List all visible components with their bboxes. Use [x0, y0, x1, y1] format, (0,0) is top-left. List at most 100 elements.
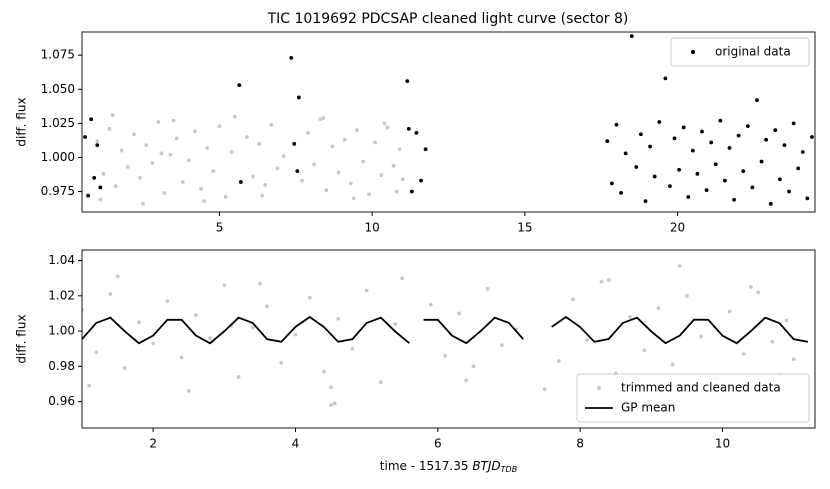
data-point [499, 343, 504, 348]
data-point [391, 163, 396, 168]
data-point [322, 369, 326, 374]
data-point [648, 144, 652, 149]
y-tick-label: 1.025 [41, 116, 75, 130]
data-point [229, 150, 234, 154]
data-point [787, 189, 791, 194]
data-point [279, 360, 284, 365]
data-point [260, 193, 265, 198]
data-point [394, 189, 399, 194]
x-tick-label: 6 [434, 437, 442, 451]
data-point [791, 121, 796, 126]
data-point [677, 263, 682, 268]
data-point [292, 141, 297, 146]
legend-label: original data [715, 45, 791, 59]
data-point [83, 135, 87, 139]
legend-marker [597, 386, 601, 390]
data-point [791, 357, 796, 362]
data-point [95, 139, 100, 143]
data-point [741, 352, 746, 356]
data-point [414, 131, 419, 135]
data-point [542, 387, 547, 392]
data-point [782, 143, 787, 148]
y-tick-label: 1.00 [48, 324, 75, 338]
data-point [307, 295, 312, 300]
x-label-sub: TDB [501, 465, 518, 474]
data-point [364, 288, 369, 293]
data-point [723, 178, 727, 183]
data-point [784, 318, 789, 323]
data-point [732, 197, 736, 202]
data-point [238, 180, 243, 184]
data-point [704, 188, 709, 193]
data-point [193, 313, 198, 318]
data-point [250, 325, 255, 330]
data-point [629, 34, 634, 38]
data-point [677, 167, 681, 172]
data-point [686, 195, 691, 199]
x-tick-label: 2 [149, 437, 157, 451]
data-point [217, 124, 222, 128]
x-label-text: time - 1517.35 [380, 459, 473, 473]
data-point [672, 136, 677, 141]
data-point [321, 116, 326, 120]
data-point [186, 158, 191, 163]
data-point [718, 118, 723, 123]
data-point [690, 148, 695, 153]
data-point [171, 118, 176, 123]
data-point [265, 304, 269, 309]
data-point [179, 355, 184, 360]
y-tick-label: 1.000 [41, 150, 75, 164]
data-point [393, 322, 398, 326]
data-point [354, 128, 359, 133]
data-point [205, 146, 210, 150]
data-point [773, 128, 778, 133]
data-point [385, 125, 390, 130]
data-point [295, 169, 300, 173]
data-point [764, 137, 769, 142]
data-point [695, 171, 700, 176]
x-tick-label: 5 [216, 221, 224, 235]
data-point [628, 315, 632, 319]
data-point [329, 385, 333, 390]
data-point [144, 143, 149, 148]
plot-area [82, 263, 809, 407]
data-point [245, 135, 249, 139]
data-point [367, 192, 371, 197]
data-point [755, 98, 759, 103]
data-point [199, 186, 204, 191]
data-point [351, 196, 356, 201]
data-point [727, 146, 732, 150]
data-point [193, 129, 197, 134]
y-tick-label: 0.975 [41, 184, 75, 198]
axes-frame [81, 249, 816, 429]
data-point [306, 131, 310, 135]
data-point [485, 286, 490, 291]
data-point [92, 176, 97, 180]
data-point [82, 308, 84, 312]
axes-frame [81, 31, 816, 213]
data-point [657, 120, 662, 124]
data-point [348, 181, 353, 186]
data-point [556, 359, 561, 363]
legend-box [670, 37, 810, 67]
data-point [443, 353, 447, 358]
data-point [269, 122, 274, 127]
data-point [125, 165, 130, 169]
data-point [251, 174, 255, 179]
data-point [86, 193, 91, 198]
data-point [685, 293, 689, 298]
y-axis-label: diff. flux [15, 314, 29, 363]
data-point [400, 177, 405, 182]
data-point [202, 199, 207, 203]
data-point [168, 152, 173, 157]
data-point [652, 174, 657, 179]
data-point [332, 401, 337, 406]
data-point [257, 141, 262, 146]
data-point [122, 366, 127, 370]
data-point [749, 285, 753, 289]
data-point [609, 181, 614, 186]
data-point [165, 299, 170, 304]
data-point [750, 185, 755, 190]
data-point [643, 199, 648, 203]
